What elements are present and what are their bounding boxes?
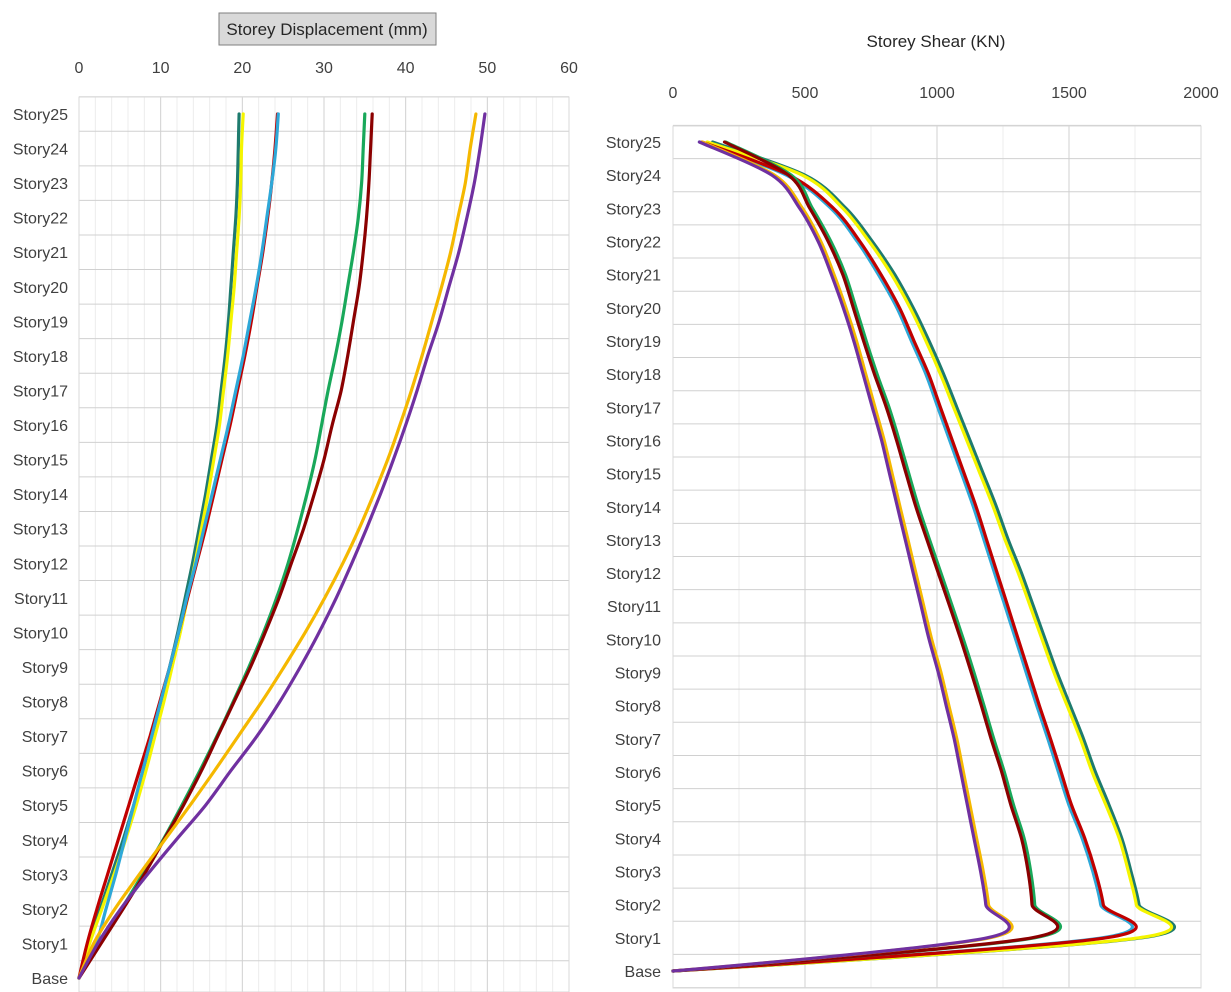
shear-story-label: Story9 [615,666,661,683]
displacement-series-line-7 [77,112,478,980]
shear-story-label: Story25 [606,135,661,152]
shear-story-label: Story22 [606,234,661,251]
shear-series-line-2 [671,140,1174,973]
shear-x-tick-label: 1500 [1051,85,1087,102]
displacement-story-label: Story24 [13,142,68,159]
shear-chart: Storey Shear (KN) 0 500 1000 1500 2000 Base S… [606,32,1219,989]
displacement-story-label: Story10 [13,625,68,642]
shear-series-line-8 [671,140,1011,973]
displacement-story-label: Story18 [13,349,68,366]
shear-story-label: Story1 [615,931,661,948]
shear-story-label: Story10 [606,632,661,649]
displacement-story-label: Story4 [22,833,68,850]
displacement-chart: Storey Displacement (mm) 0 10 20 30 40 50 60 B… [13,12,578,992]
displacement-story-label: Story1 [22,936,68,953]
shear-grid [672,124,1202,989]
shear-story-label: Story20 [606,301,661,318]
shear-x-tick-label: 2000 [1183,85,1219,102]
displacement-title: Storey Displacement (mm) [226,20,427,39]
displacement-series [77,112,487,980]
displacement-plot-border [78,96,570,992]
displacement-x-tick-label: 30 [315,60,333,77]
shear-series-line-1 [671,140,1176,973]
shear-story-label: Base [625,964,662,981]
displacement-x-ticks: 0 10 20 30 40 50 60 [75,60,578,77]
shear-x-tick-label: 0 [669,85,678,102]
shear-plot-border [672,125,1202,989]
shear-story-labels: Base Story1 Story2 Story3 Story4 Story5 Story6… [606,135,661,981]
shear-series [671,140,1176,973]
shear-story-label: Story23 [606,201,661,218]
displacement-x-tick-label: 0 [75,60,84,77]
displacement-x-tick-label: 20 [233,60,251,77]
displacement-story-label: Base [32,971,69,988]
shear-story-label: Story13 [606,533,661,550]
displacement-story-label: Story11 [14,591,68,608]
shear-x-ticks: 0 500 1000 1500 2000 [669,85,1219,102]
shear-story-label: Story3 [615,865,661,882]
shear-story-label: Story11 [607,599,661,616]
shear-story-label: Story2 [615,898,661,915]
shear-story-label: Story7 [615,732,661,749]
shear-series-line-6 [671,140,1060,973]
displacement-story-label: Story20 [13,280,68,297]
shear-series-line-4 [671,140,1138,973]
shear-story-label: Story17 [606,400,661,417]
shear-story-label: Story16 [606,433,661,450]
displacement-story-label: Story23 [13,176,68,193]
displacement-story-label: Story25 [13,107,68,124]
displacement-story-label: Story22 [13,211,68,228]
shear-story-label: Story24 [606,168,661,185]
shear-story-label: Story5 [615,798,661,815]
shear-story-label: Story14 [606,500,661,517]
displacement-series-line-4 [77,112,280,980]
displacement-story-label: Story15 [13,453,68,470]
shear-story-label: Story6 [615,765,661,782]
displacement-story-label: Story13 [13,522,68,539]
displacement-story-label: Story21 [13,245,68,262]
displacement-grid [78,96,570,992]
displacement-story-label: Story16 [13,418,68,435]
displacement-story-label: Story8 [22,695,68,712]
displacement-story-labels: Base Story1 Story2 Story3 Story4 Story5 Story6… [13,107,68,988]
displacement-story-label: Story17 [13,383,68,400]
displacement-story-label: Story9 [22,660,68,677]
displacement-story-label: Story7 [22,729,68,746]
displacement-series-line-8 [77,112,487,980]
displacement-title-box [218,12,437,46]
displacement-x-tick-label: 40 [397,60,415,77]
shear-story-label: Story12 [606,566,661,583]
shear-story-label: Story21 [606,268,661,285]
displacement-story-label: Story2 [22,902,68,919]
shear-story-label: Story18 [606,367,661,384]
displacement-story-label: Story12 [13,556,68,573]
displacement-story-label: Story6 [22,764,68,781]
displacement-story-label: Story5 [22,798,68,815]
displacement-x-tick-label: 10 [152,60,170,77]
displacement-story-label: Story3 [22,867,68,884]
shear-story-label: Story19 [606,334,661,351]
shear-series-line-5 [671,140,1063,973]
shear-series-line-7 [671,140,1014,973]
displacement-x-tick-label: 60 [560,60,578,77]
shear-story-label: Story4 [615,831,661,848]
displacement-story-label: Story14 [13,487,68,504]
shear-story-label: Story8 [615,699,661,716]
displacement-x-tick-label: 50 [478,60,496,77]
shear-x-tick-label: 500 [792,85,819,102]
shear-x-tick-label: 1000 [919,85,955,102]
shear-series-line-3 [671,140,1134,973]
shear-title: Storey Shear (KN) [867,32,1006,51]
shear-story-label: Story15 [606,467,661,484]
displacement-story-label: Story19 [13,314,68,331]
